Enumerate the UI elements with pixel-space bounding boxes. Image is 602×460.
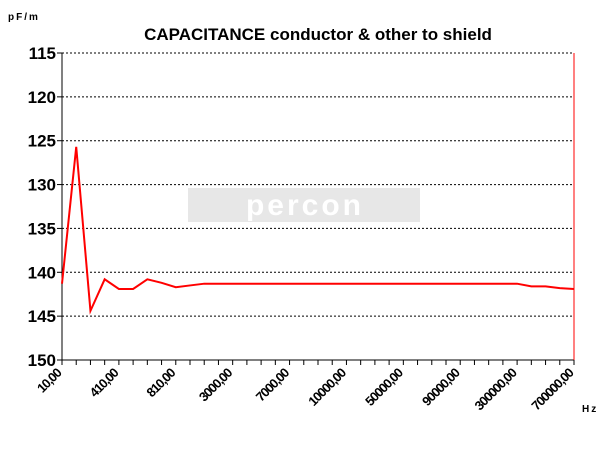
y-tick-label: 120 — [28, 88, 56, 107]
y-tick-label: 130 — [28, 176, 56, 195]
x-tick-label: 90000,00 — [419, 365, 463, 409]
x-tick-label: 10000,00 — [305, 365, 349, 409]
y-tick-label: 135 — [28, 219, 56, 238]
x-tick-label: 50000,00 — [362, 365, 406, 409]
x-tick-label: 3000,00 — [196, 365, 235, 404]
y-axis-label: pF/m — [8, 12, 40, 23]
y-tick-label: 150 — [28, 351, 56, 370]
y-tick-label: 145 — [28, 307, 56, 326]
x-tick-label: 410,00 — [87, 365, 122, 400]
x-tick-label: 700000,00 — [528, 365, 576, 413]
chart-title: CAPACITANCE conductor & other to shield — [144, 25, 492, 44]
x-tick-label: 300000,00 — [472, 365, 520, 413]
y-tick-label: 115 — [29, 44, 56, 63]
y-tick-label: 140 — [28, 263, 56, 282]
y-tick-label: 125 — [28, 132, 56, 151]
svg-text:percon: percon — [246, 189, 364, 222]
x-axis-label: Hz — [582, 404, 598, 415]
x-tick-label: 810,00 — [143, 365, 178, 400]
data-line — [61, 146, 575, 315]
watermark: percon — [188, 188, 420, 222]
x-tick-label: 7000,00 — [253, 365, 292, 404]
